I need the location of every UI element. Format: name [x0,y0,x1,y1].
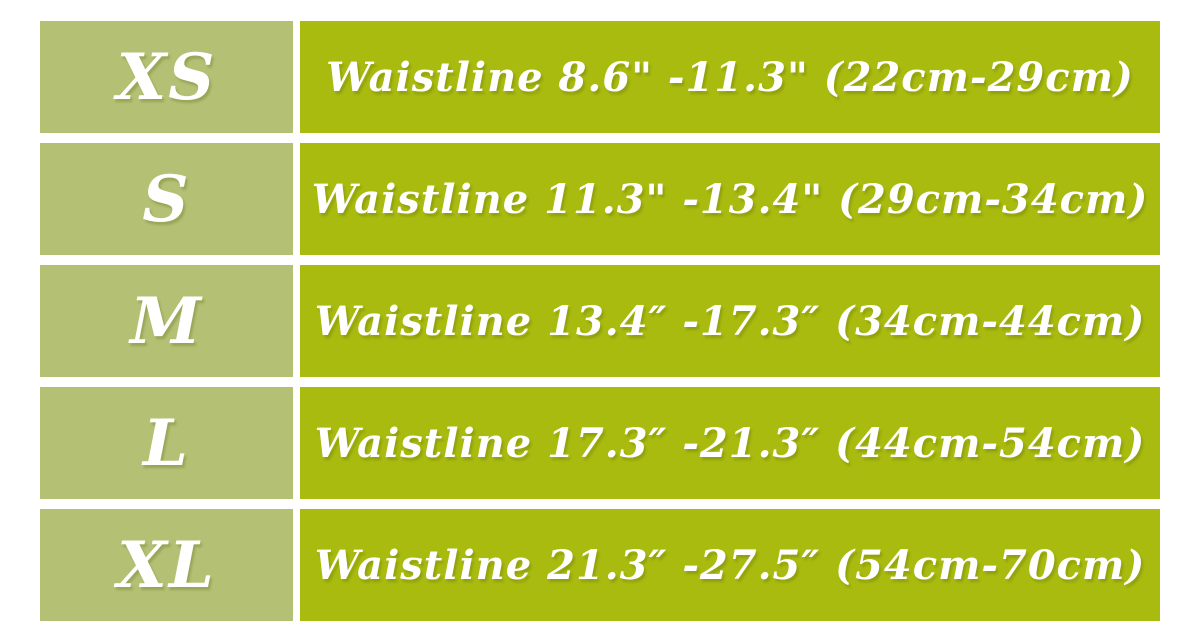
table-row: L Waistline 17.3″ -21.3″ (44cm-54cm) [40,387,1160,499]
waistline-range-cell: Waistline 11.3" -13.4" (29cm-34cm) [300,143,1160,255]
waistline-range-cell: Waistline 21.3″ -27.5″ (54cm-70cm) [300,509,1160,621]
size-label-cell: XL [40,509,293,621]
waistline-range-cell: Waistline 17.3″ -21.3″ (44cm-54cm) [300,387,1160,499]
table-row: S Waistline 11.3" -13.4" (29cm-34cm) [40,143,1160,255]
waistline-range-cell: Waistline 8.6" -11.3" (22cm-29cm) [300,21,1160,133]
table-row: M Waistline 13.4″ -17.3″ (34cm-44cm) [40,265,1160,377]
size-label-cell: M [40,265,293,377]
size-chart-table: XS Waistline 8.6" -11.3" (22cm-29cm) S W… [40,21,1160,621]
waistline-range-cell: Waistline 13.4″ -17.3″ (34cm-44cm) [300,265,1160,377]
size-label-cell: XS [40,21,293,133]
size-label-cell: S [40,143,293,255]
table-row: XL Waistline 21.3″ -27.5″ (54cm-70cm) [40,509,1160,621]
table-row: XS Waistline 8.6" -11.3" (22cm-29cm) [40,21,1160,133]
size-label-cell: L [40,387,293,499]
